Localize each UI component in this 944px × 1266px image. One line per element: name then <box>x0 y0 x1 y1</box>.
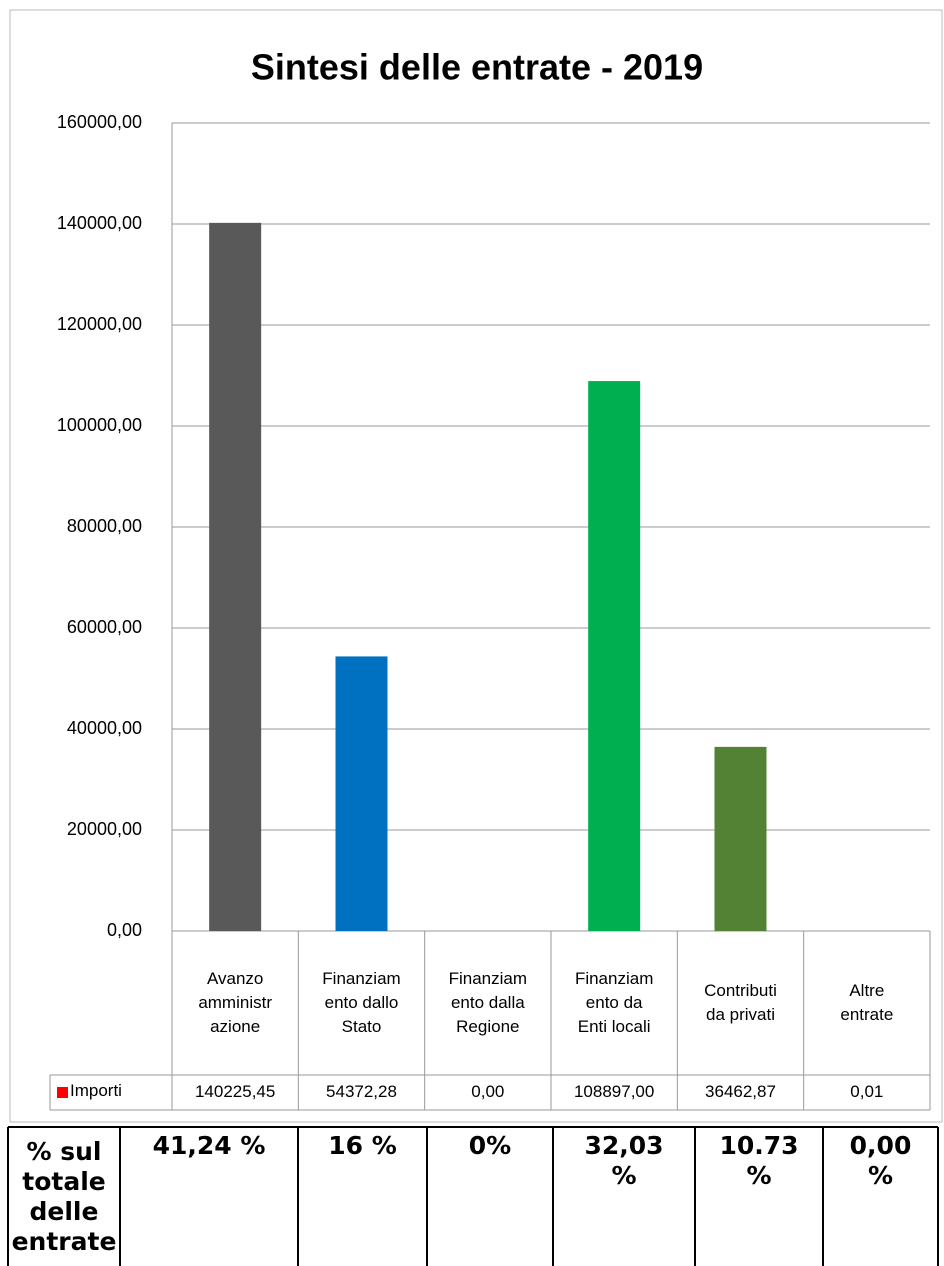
table-header: % sul totale delle entrate <box>11 1136 117 1256</box>
value-label: 108897,00 <box>573 1082 655 1101</box>
value-label: 0,00 <box>471 1082 505 1101</box>
x-tick-label: Contributi da privati <box>704 981 777 1024</box>
chart-title: Sintesi delle entrate - 2019 <box>251 47 703 88</box>
value-label: 140225,45 <box>194 1082 276 1101</box>
table-cell: 16 % <box>328 1131 397 1160</box>
bar <box>209 222 262 932</box>
x-tick-label: Finanziamento dallo Stato <box>322 969 401 1036</box>
chart-frame <box>9 9 943 1123</box>
table-cell: 10.73 % <box>719 1131 799 1190</box>
y-tick-label: 120000,00 <box>56 314 142 334</box>
x-tick-label: Altre entrate <box>840 981 894 1024</box>
y-tick-label: 100000,00 <box>56 415 142 435</box>
y-tick-label: 160000,00 <box>56 112 142 132</box>
legend-label: Importi <box>70 1081 122 1100</box>
y-tick-label: 80000,00 <box>66 516 142 536</box>
value-label: 54372,28 <box>326 1082 397 1101</box>
table-cell: 0% <box>468 1131 512 1160</box>
bar <box>588 381 641 931</box>
value-label: 36462,87 <box>705 1082 776 1101</box>
table-cell: 32,03 % <box>584 1131 664 1190</box>
y-tick-label: 60000,00 <box>66 617 142 637</box>
x-tick-label: Finanziamento da Enti locali <box>574 969 654 1036</box>
bar <box>714 746 767 931</box>
table-cell: 0,00 % <box>849 1131 912 1190</box>
y-tick-label: 20000,00 <box>66 819 142 839</box>
x-tick-label: Finanziamento dalla Regione <box>448 969 528 1036</box>
legend-key <box>57 1087 68 1098</box>
y-tick-label: 40000,00 <box>66 718 142 738</box>
x-tick-label: Avanzo amministrazione <box>198 969 272 1036</box>
bar <box>335 656 388 931</box>
table-cell: 41,24 % <box>152 1131 266 1160</box>
y-tick-label: 0,00 <box>106 920 142 940</box>
y-tick-label: 140000,00 <box>56 213 142 233</box>
value-label: 0,01 <box>850 1082 884 1101</box>
